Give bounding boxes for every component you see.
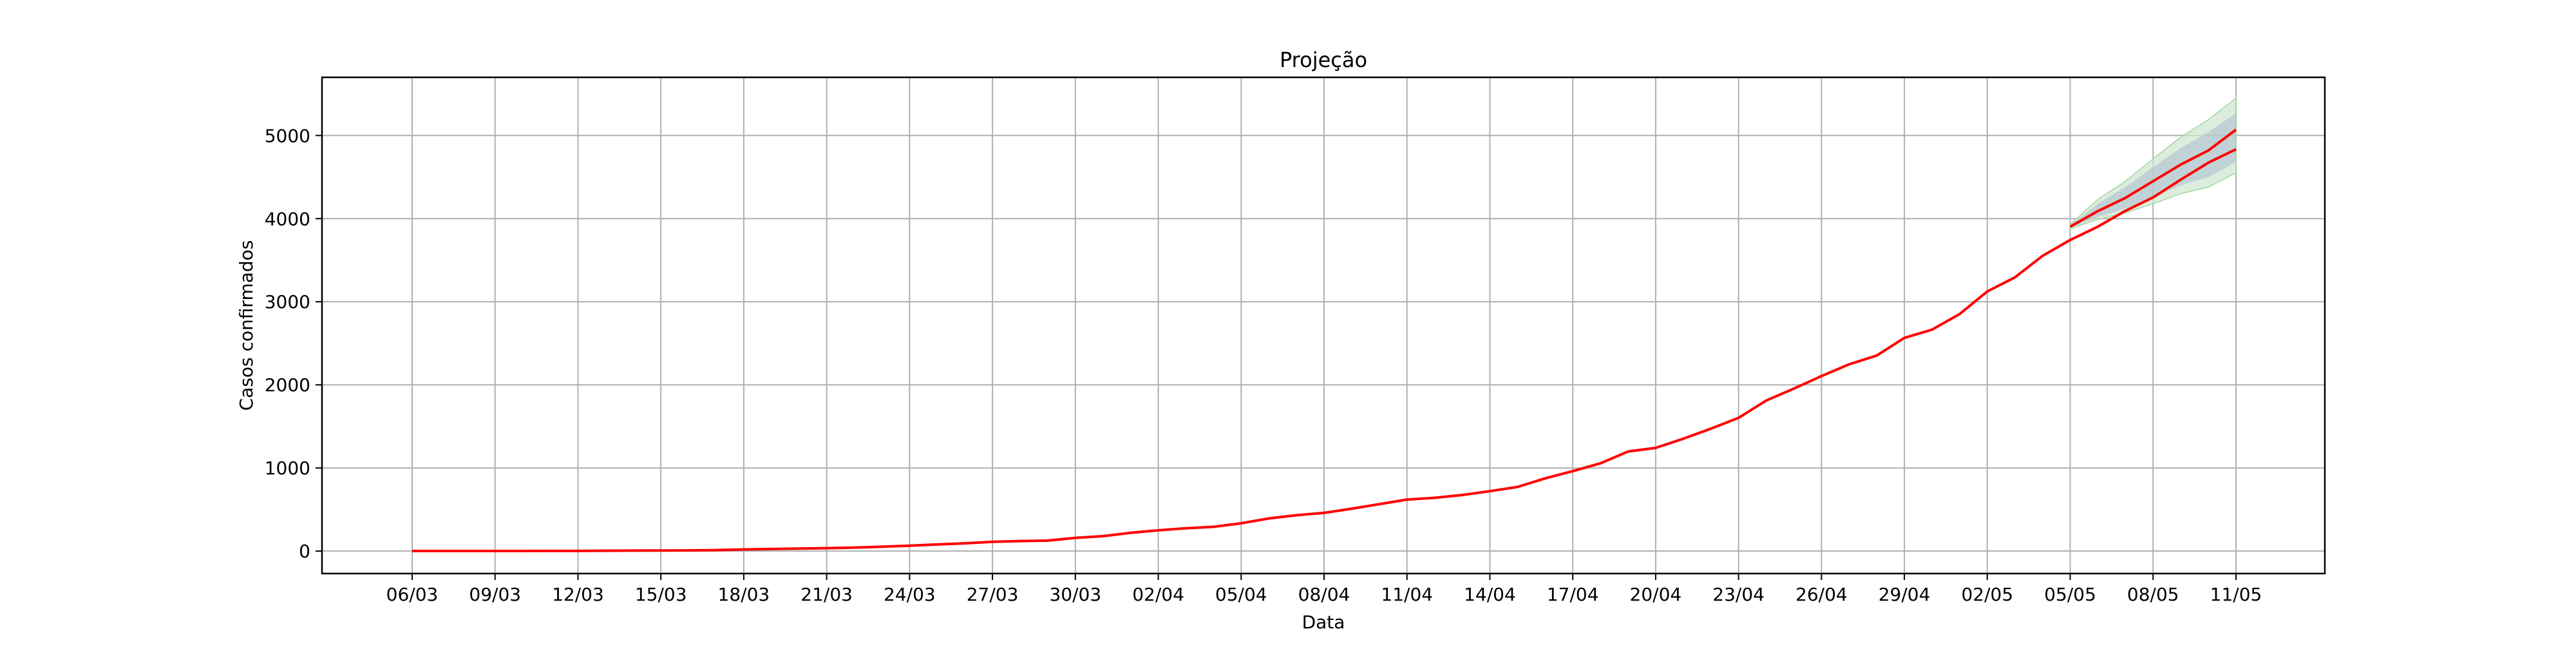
series-layer xyxy=(412,128,2237,553)
x-tick-label: 15/03 xyxy=(635,584,687,605)
inner-confidence-band xyxy=(2070,113,2236,228)
x-tick-label: 17/04 xyxy=(1547,584,1599,605)
x-tick-label: 29/04 xyxy=(1879,584,1931,605)
x-axis-label: Data xyxy=(1302,612,1345,633)
x-tick-label: 24/03 xyxy=(884,584,936,605)
x-tick-label: 02/05 xyxy=(1961,584,2013,605)
confirmed-cases-line xyxy=(412,148,2237,553)
x-tick-label: 14/04 xyxy=(1464,584,1516,605)
x-tick-label: 26/04 xyxy=(1795,584,1848,605)
y-tick-label: 1000 xyxy=(265,458,310,479)
x-tick-label: 11/04 xyxy=(1381,584,1433,605)
confidence-bands xyxy=(2069,97,2237,229)
x-tick-label: 21/03 xyxy=(800,584,853,605)
y-axis-label: Casos confirmados xyxy=(236,240,257,411)
x-tick-label: 02/04 xyxy=(1132,584,1184,605)
x-tick-label: 12/03 xyxy=(552,584,604,605)
forecast-line xyxy=(2069,128,2237,228)
y-tick-label: 3000 xyxy=(265,291,310,313)
x-tick-label: 20/04 xyxy=(1630,584,1682,605)
x-tick-label: 23/04 xyxy=(1712,584,1765,605)
x-tick-label: 27/03 xyxy=(967,584,1019,605)
x-tick-label: 06/03 xyxy=(386,584,439,605)
y-tick-label: 2000 xyxy=(265,374,310,396)
chart-title: Projeção xyxy=(1280,48,1367,72)
x-tick-label: 30/03 xyxy=(1049,584,1101,605)
x-tick-label: 09/03 xyxy=(469,584,521,605)
x-tick-label: 08/05 xyxy=(2127,584,2179,605)
x-tick-label: 11/05 xyxy=(2210,584,2262,605)
x-tick-label: 05/04 xyxy=(1215,584,1267,605)
tick-layer: 06/03 09/03 12/03 15/03 18/03 21/03 24/03 27/03… xyxy=(265,125,2262,605)
y-tick-label: 4000 xyxy=(265,208,310,229)
x-tick-label: 08/04 xyxy=(1298,584,1350,605)
y-tick-label: 5000 xyxy=(265,125,310,146)
x-tick-label: 18/03 xyxy=(718,584,770,605)
y-tick-label: 0 xyxy=(299,541,310,562)
x-tick-label: 05/05 xyxy=(2044,584,2096,605)
